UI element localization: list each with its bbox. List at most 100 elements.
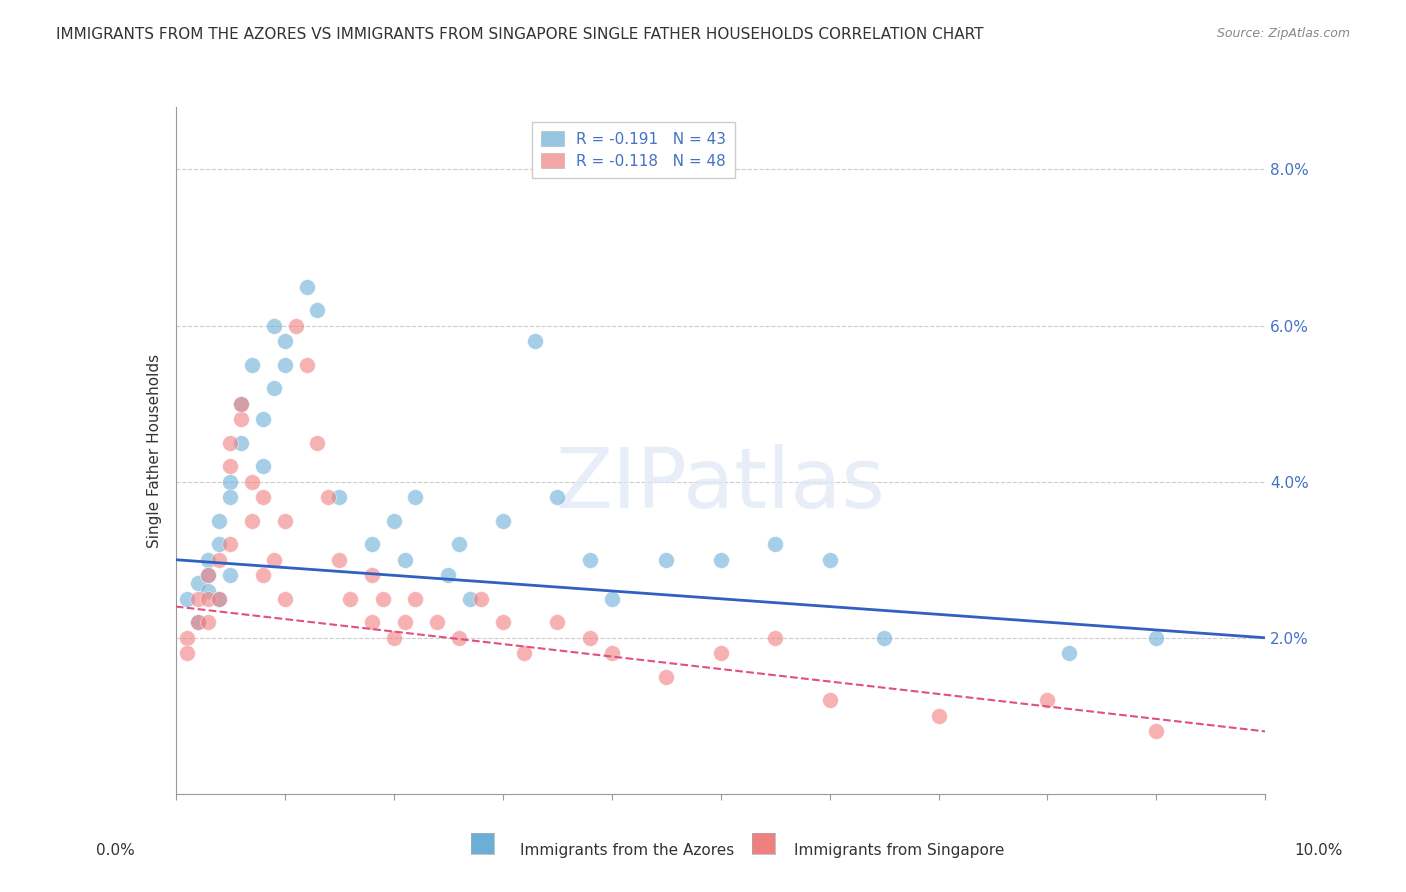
Point (492, 514, 515, 528)
Point (295, 279, 318, 293)
Point (818, 693, 841, 707)
Point (219, 435, 242, 450)
Point (394, 552, 416, 567)
Point (655, 552, 678, 567)
Point (219, 458, 242, 473)
Point (219, 568, 242, 582)
Point (240, 358, 263, 372)
Point (1144, 631, 1167, 645)
Point (579, 552, 602, 567)
Point (176, 646, 198, 660)
Point (219, 490, 242, 504)
Point (231, 396, 253, 410)
Point (197, 591, 219, 606)
Point (600, 646, 623, 660)
Point (710, 646, 733, 660)
Point (263, 552, 285, 567)
Point (219, 537, 242, 551)
Point (405, 490, 427, 504)
Point (176, 591, 198, 606)
Point (492, 615, 515, 630)
Point (307, 303, 329, 318)
Text: Source: ZipAtlas.com: Source: ZipAtlas.com (1216, 27, 1350, 40)
Point (186, 591, 209, 606)
Point (274, 591, 297, 606)
Point (208, 552, 231, 567)
Point (394, 615, 416, 630)
Point (360, 615, 382, 630)
Point (186, 615, 209, 630)
Point (763, 631, 786, 645)
Point (219, 475, 242, 489)
Point (513, 646, 536, 660)
Point (360, 568, 382, 582)
Point (579, 631, 602, 645)
Point (447, 631, 470, 645)
Point (382, 631, 405, 645)
Point (1036, 693, 1059, 707)
Point (240, 475, 263, 489)
Point (274, 358, 297, 372)
Point (458, 591, 481, 606)
Point (197, 552, 219, 567)
Point (263, 318, 285, 333)
Point (208, 591, 231, 606)
Point (231, 435, 253, 450)
Point (371, 591, 394, 606)
Point (240, 514, 263, 528)
Point (176, 631, 198, 645)
Point (655, 670, 678, 684)
Point (252, 412, 274, 426)
Point (710, 552, 733, 567)
Text: 10.0%: 10.0% (1295, 843, 1343, 858)
Point (928, 708, 950, 723)
Point (197, 615, 219, 630)
Point (274, 514, 297, 528)
Point (470, 591, 492, 606)
Legend: R = -0.191   N = 43, R = -0.118   N = 48: R = -0.191 N = 43, R = -0.118 N = 48 (531, 121, 735, 178)
Point (186, 615, 209, 630)
Point (600, 591, 623, 606)
Point (252, 490, 274, 504)
Text: 0.0%: 0.0% (96, 843, 135, 858)
Text: Immigrants from Singapore: Immigrants from Singapore (794, 843, 1005, 858)
Point (426, 615, 449, 630)
Point (208, 514, 231, 528)
Point (546, 615, 568, 630)
Point (1144, 724, 1167, 739)
Point (252, 458, 274, 473)
Point (437, 568, 460, 582)
Point (447, 537, 470, 551)
Point (263, 381, 285, 395)
Point (546, 490, 568, 504)
Point (382, 514, 405, 528)
Point (318, 490, 340, 504)
Point (197, 568, 219, 582)
Point (339, 591, 361, 606)
Point (1057, 646, 1080, 660)
Point (524, 334, 547, 348)
Y-axis label: Single Father Households: Single Father Households (146, 353, 162, 548)
Point (231, 396, 253, 410)
Point (284, 318, 307, 333)
Point (208, 537, 231, 551)
Text: IMMIGRANTS FROM THE AZORES VS IMMIGRANTS FROM SINGAPORE SINGLE FATHER HOUSEHOLDS: IMMIGRANTS FROM THE AZORES VS IMMIGRANTS… (56, 27, 984, 42)
Point (186, 576, 209, 591)
Point (873, 631, 896, 645)
Text: ZIPatlas: ZIPatlas (555, 444, 886, 525)
Point (252, 568, 274, 582)
Point (197, 568, 219, 582)
Point (328, 490, 350, 504)
Point (208, 591, 231, 606)
Text: Immigrants from the Azores: Immigrants from the Azores (520, 843, 734, 858)
Point (328, 552, 350, 567)
Point (763, 537, 786, 551)
Point (405, 591, 427, 606)
Point (274, 334, 297, 348)
Point (197, 583, 219, 598)
Point (295, 358, 318, 372)
Point (818, 552, 841, 567)
Point (231, 412, 253, 426)
Point (360, 537, 382, 551)
Point (307, 435, 329, 450)
